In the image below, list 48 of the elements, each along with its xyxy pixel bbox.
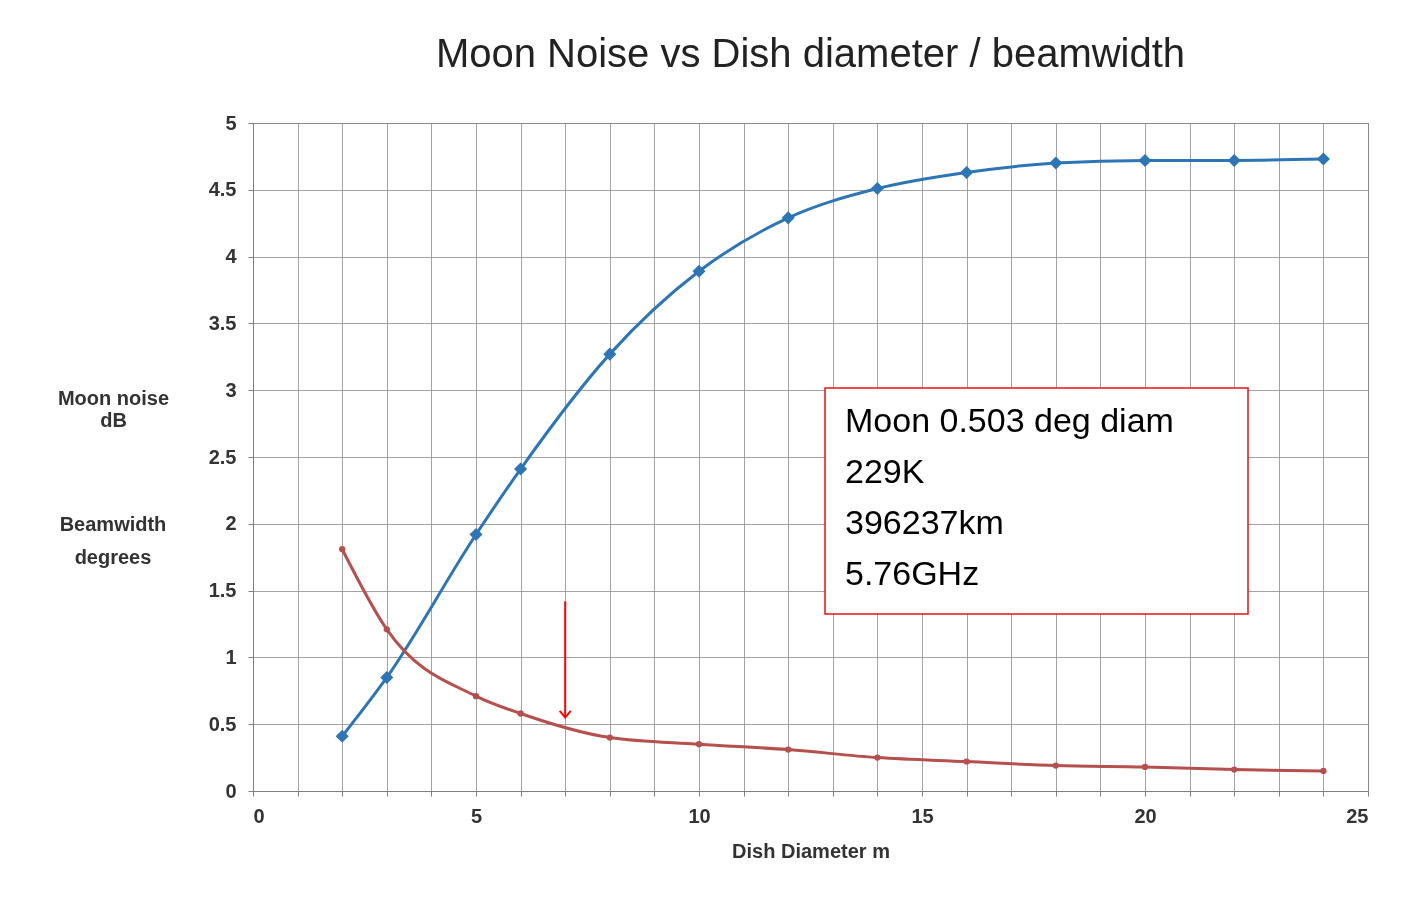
x-tick-label: 20 [1134,804,1157,827]
y-tick-label: 3 [225,378,237,401]
point [1227,153,1241,167]
y-tick-label: 3.5 [208,311,237,334]
point [1138,153,1152,167]
point [603,347,617,361]
point [1049,156,1063,170]
point [874,754,881,761]
x-tick-label: 0 [253,804,265,827]
point [472,692,480,700]
point [1316,152,1330,166]
x-tick-label: 5 [470,804,483,827]
point [514,462,528,476]
x-tick-label: 15 [911,804,934,827]
y-tick-label: 1.5 [208,579,237,602]
chart-title: Moon Noise vs Dish diameter / beamwidth [435,31,1186,75]
point [963,758,970,765]
point [1141,763,1149,771]
point [960,165,974,179]
point [1231,766,1238,773]
x-tick-label: 10 [688,804,711,827]
point [781,211,795,225]
y-axis-title: Moon noise dB [57,386,170,431]
annotation: Moon 0.503 deg diam 229K 396237km 5.76GHz [845,401,1174,592]
point [517,710,524,717]
point [339,546,346,553]
point [785,746,792,753]
y-tick-label: 1 [225,645,237,668]
y-tick-label: 5 [225,111,237,134]
point [692,264,706,278]
y-tick-label: 4.5 [208,178,237,201]
point [606,734,613,741]
y-tick-label: 4 [225,245,238,268]
y-tick-label: 2 [225,512,237,535]
point [383,626,390,633]
point [1320,767,1327,775]
y-tick-label: 0.5 [208,712,237,735]
text: Beamwidth degrees [59,513,167,568]
point [335,729,349,743]
point [870,181,884,195]
y-tick-label: 0 [225,779,237,802]
point [469,527,483,542]
x-axis-title: Dish Diameter m [732,839,890,862]
point [380,670,394,684]
point [1052,762,1059,769]
point [695,741,703,748]
y-tick-label: 2.5 [208,445,237,468]
x-tick-label: 25 [1346,804,1369,827]
